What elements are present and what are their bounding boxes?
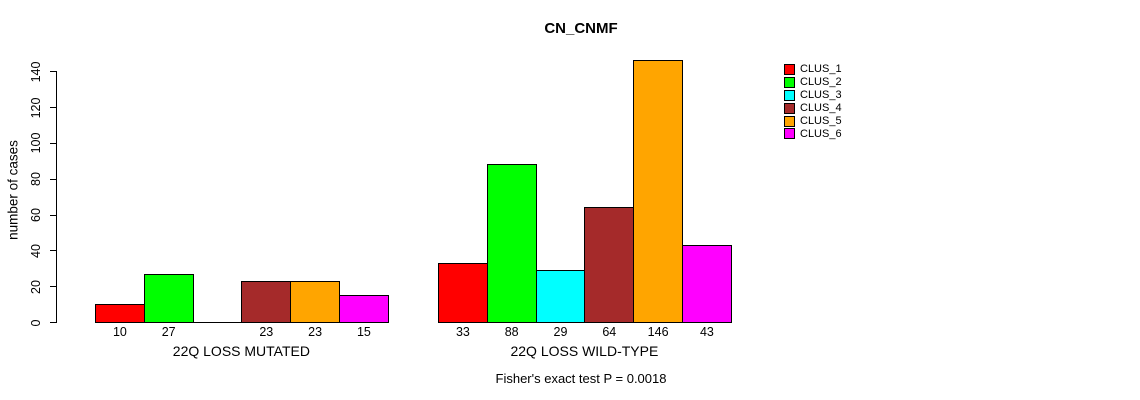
y-axis-tick-label: 60 — [29, 208, 43, 222]
y-axis-tick-label: 20 — [29, 279, 43, 294]
y-axis-tick-label: 140 — [29, 61, 43, 83]
legend-label: CLUS_5 — [800, 115, 842, 127]
legend-label: CLUS_6 — [800, 127, 842, 140]
legend-label: CLUS_3 — [800, 89, 842, 102]
bar-CLUS_3-group2 — [535, 270, 586, 323]
y-axis-tick — [50, 71, 57, 73]
y-axis-tick-label: 120 — [29, 97, 43, 118]
y-axis-tick-label: 80 — [29, 172, 43, 187]
y-axis-line — [56, 71, 57, 323]
legend-label: CLUS_4 — [800, 102, 842, 115]
bar-value-label: 88 — [504, 325, 519, 339]
bar-CLUS_2-group2 — [486, 164, 537, 323]
bar-CLUS_5-group2 — [633, 60, 683, 323]
bar-CLUS_2-group1 — [143, 273, 194, 323]
bar-CLUS_4-group2 — [584, 207, 635, 323]
legend-item: CLUS_3 — [784, 89, 842, 102]
y-axis-tick — [50, 142, 57, 144]
legend-color-swatch — [784, 115, 795, 127]
y-axis-tick-label: 40 — [29, 243, 43, 258]
legend-item: CLUS_5 — [784, 115, 842, 128]
bar-CLUS_1-group2 — [438, 262, 488, 323]
bar-value-label: 15 — [356, 325, 371, 339]
legend-item: CLUS_6 — [784, 127, 842, 140]
chart-title: CN_CNMF — [544, 20, 618, 37]
legend-item: CLUS_1 — [784, 63, 842, 76]
bar-CLUS_6-group1 — [339, 295, 389, 323]
bar-value-label: 43 — [699, 325, 714, 339]
y-axis-tick — [50, 107, 57, 109]
bar-CLUS_1-group1 — [95, 304, 145, 323]
x-category-label: 22Q LOSS MUTATED — [172, 343, 310, 359]
legend-item: CLUS_2 — [784, 76, 842, 89]
legend-color-swatch — [784, 89, 795, 101]
legend: CLUS_1 CLUS_2 CLUS_3 CLUS_4 CLUS_5 CLUS_6 — [784, 63, 842, 140]
bar-value-label: 33 — [455, 325, 470, 339]
bar-value-label: 64 — [602, 325, 617, 339]
bar-value-label: 27 — [161, 325, 176, 339]
bar-value-label: 23 — [308, 325, 323, 339]
bar-CLUS_5-group1 — [290, 280, 340, 323]
legend-color-swatch — [784, 63, 795, 75]
bar-CLUS_4-group1 — [241, 280, 292, 323]
x-category-label: 22Q LOSS WILD-TYPE — [510, 343, 659, 359]
bar-value-label: 10 — [112, 325, 127, 339]
legend-label: CLUS_2 — [800, 76, 842, 89]
legend-color-swatch — [784, 76, 795, 88]
bar-value-label: 23 — [259, 325, 274, 339]
legend-color-swatch — [784, 102, 795, 114]
y-axis-tick — [50, 286, 57, 288]
legend-color-swatch — [784, 128, 795, 140]
y-axis-tick — [50, 250, 57, 252]
bar-CLUS_6-group2 — [682, 244, 732, 323]
y-axis-tick-label: 0 — [29, 319, 43, 326]
annotation-fisher-test: Fisher's exact test P = 0.0018 — [495, 371, 667, 386]
legend-item: CLUS_4 — [784, 102, 842, 115]
y-axis-tick — [50, 322, 57, 323]
bar-value-label: 29 — [553, 325, 568, 339]
y-axis-tick — [50, 214, 57, 216]
y-axis-tick — [50, 178, 57, 180]
bar-CLUS_3-group1-zero — [192, 322, 243, 323]
y-axis-tick-label: 100 — [29, 132, 43, 154]
bar-value-label: 146 — [647, 325, 669, 339]
legend-label: CLUS_1 — [800, 63, 842, 76]
